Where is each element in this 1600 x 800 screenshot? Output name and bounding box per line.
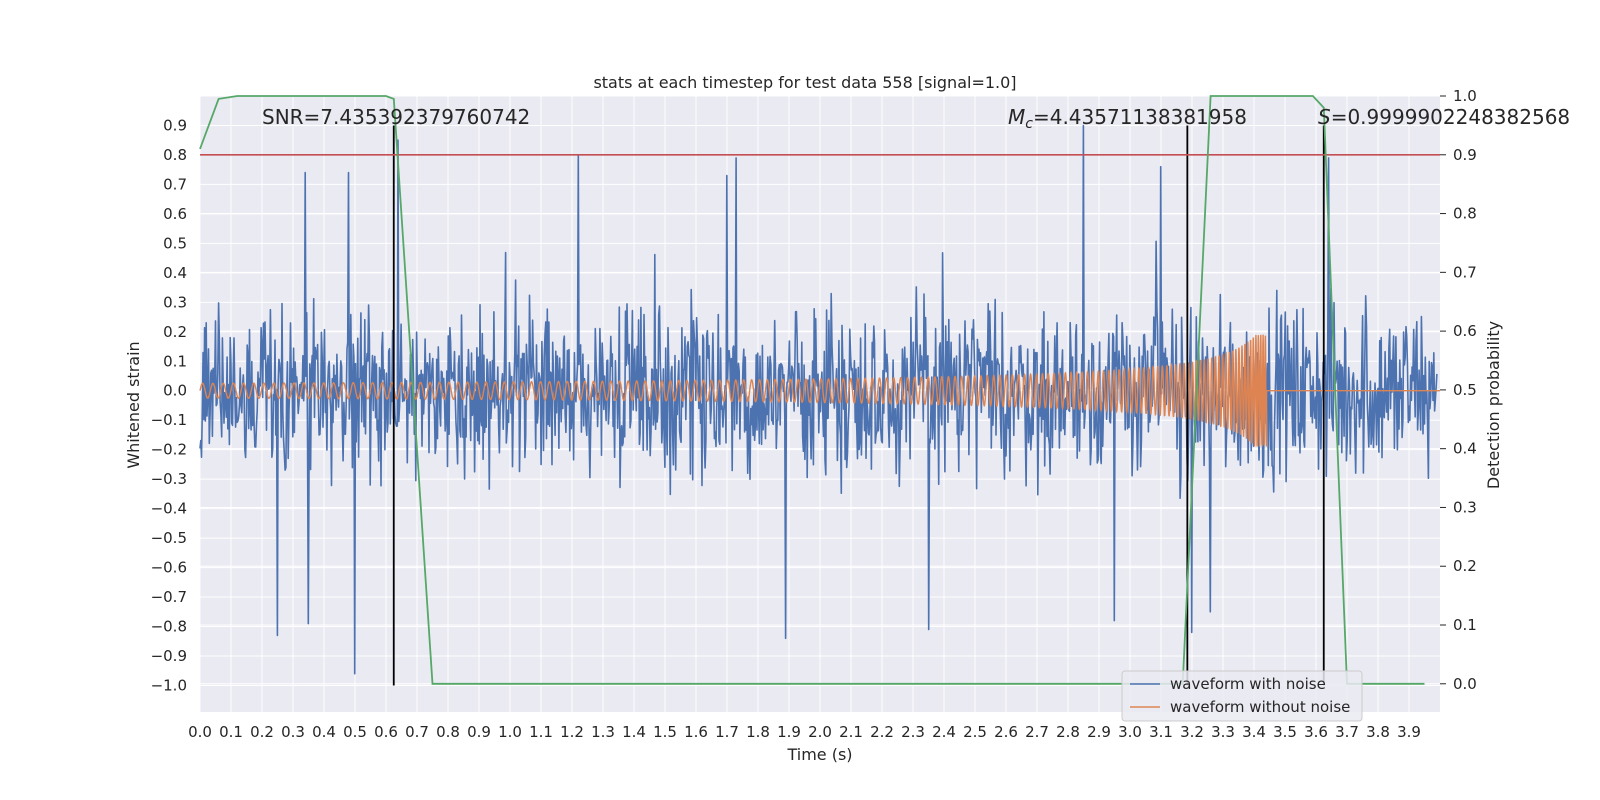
- x-tick-label: 2.6: [994, 723, 1018, 741]
- y-tick-label: −0.8: [151, 618, 187, 636]
- x-tick-label: 3.1: [1149, 723, 1173, 741]
- x-tick-label: 0.8: [436, 723, 460, 741]
- x-tick-label: 1.3: [591, 723, 615, 741]
- x-tick-label: 2.4: [932, 723, 956, 741]
- y-tick-label: −0.1: [151, 411, 187, 429]
- y-tick-label: −0.5: [151, 529, 187, 547]
- x-tick-label: 1.4: [622, 723, 646, 741]
- x-tick-label: 2.8: [1056, 723, 1080, 741]
- x-tick-label: 1.1: [529, 723, 553, 741]
- x-tick-label: 0.7: [405, 723, 429, 741]
- y2-axis-ticks: 1.0 0.9 0.8 0.7 0.6 0.5 0.4 0.3 0.2 0.1 0.0: [1440, 87, 1477, 693]
- x-tick-label: 0.2: [250, 723, 274, 741]
- y-tick-label: −0.7: [151, 588, 187, 606]
- y2-axis-label: Detection probability: [1484, 321, 1503, 489]
- x-tick-label: 0.5: [343, 723, 367, 741]
- x-tick-label: 2.9: [1087, 723, 1111, 741]
- x-tick-label: 0.9: [467, 723, 491, 741]
- y2-tick-label: 1.0: [1453, 87, 1477, 105]
- probability-line: [199, 95, 1425, 685]
- score-annotation: S=0.9999902248382568: [1318, 105, 1570, 129]
- x-tick-label: 0.1: [219, 723, 243, 741]
- x-tick-label: 0.3: [281, 723, 305, 741]
- chirp-mass-value: =4.43571138381958: [1033, 105, 1247, 129]
- y2-tick-label: 0.1: [1453, 616, 1477, 634]
- x-tick-label: 2.2: [870, 723, 894, 741]
- x-tick-label: 2.3: [901, 723, 925, 741]
- y-tick-label: 0.1: [163, 352, 187, 370]
- x-tick-label: 3.5: [1273, 723, 1297, 741]
- y-tick-label: −0.6: [151, 559, 187, 577]
- y-tick-label: 0.8: [163, 146, 187, 164]
- legend-box: [1121, 670, 1363, 722]
- y-axis-ticks: 0.9 0.8 0.7 0.6 0.5 0.4 0.3 0.2 0.1 0.0 −0.1 −0.2 −0…: [151, 116, 187, 694]
- x-tick-label: 1.9: [777, 723, 801, 741]
- y-tick-label: −0.2: [151, 441, 187, 459]
- y-tick-label: −0.3: [151, 470, 187, 488]
- y2-tick-label: 0.5: [1453, 381, 1477, 399]
- legend-label-noise: waveform with noise: [1170, 675, 1326, 693]
- chirp-mass-symbol: M: [1008, 105, 1025, 129]
- x-tick-label: 3.8: [1366, 723, 1390, 741]
- series-waveform-with-noise: [199, 124, 1438, 675]
- x-tick-label: 2.5: [963, 723, 987, 741]
- x-tick-label: 1.5: [653, 723, 677, 741]
- y-tick-label: 0.2: [163, 323, 187, 341]
- x-axis-ticks: 0.0 0.1 0.2 0.3 0.4 0.5 0.6 0.7 0.8 0.9 1.0 1.1 1.2 1…: [188, 723, 1421, 741]
- clean-waveform-line: [199, 334, 1440, 447]
- y2-tick-label: 0.4: [1453, 440, 1477, 458]
- x-tick-label: 2.0: [808, 723, 832, 741]
- x-tick-label: 1.6: [684, 723, 708, 741]
- x-tick-label: 1.2: [560, 723, 584, 741]
- y-axis-label: Whitened strain: [124, 341, 143, 468]
- y-tick-label: 0.6: [163, 205, 187, 223]
- x-tick-label: 1.8: [746, 723, 770, 741]
- x-tick-label: 3.0: [1118, 723, 1142, 741]
- y-tick-label: 0.9: [163, 116, 187, 134]
- y2-tick-label: 0.0: [1453, 675, 1477, 693]
- x-tick-label: 1.0: [498, 723, 522, 741]
- series-detection-probability: [199, 95, 1425, 685]
- y-tick-label: 0.4: [163, 264, 187, 282]
- legend: waveform with noise waveform without noi…: [1121, 670, 1363, 722]
- score-value: =0.9999902248382568: [1331, 105, 1570, 129]
- x-tick-label: 0.4: [312, 723, 336, 741]
- y-tick-label: 0.3: [163, 293, 187, 311]
- chirp-mass-annotation: Mc=4.43571138381958: [1008, 105, 1247, 132]
- y2-tick-label: 0.6: [1453, 322, 1477, 340]
- y-tick-label: 0.0: [163, 382, 187, 400]
- x-tick-label: 3.3: [1211, 723, 1235, 741]
- y2-tick-label: 0.7: [1453, 263, 1477, 281]
- x-tick-label: 0.0: [188, 723, 212, 741]
- y-tick-label: −0.9: [151, 647, 187, 665]
- x-tick-label: 3.2: [1180, 723, 1204, 741]
- x-tick-label: 0.6: [374, 723, 398, 741]
- y2-tick-label: 0.9: [1453, 146, 1477, 164]
- x-tick-label: 3.7: [1335, 723, 1359, 741]
- y2-tick-label: 0.2: [1453, 557, 1477, 575]
- y-tick-label: 0.7: [163, 175, 187, 193]
- x-axis-label: Time (s): [786, 745, 852, 764]
- x-tick-label: 2.1: [839, 723, 863, 741]
- y-tick-label: 0.5: [163, 234, 187, 252]
- chirp-mass-subscript: c: [1025, 116, 1033, 132]
- series-waveform-without-noise: [199, 334, 1440, 447]
- y2-tick-label: 0.3: [1453, 498, 1477, 516]
- chart-title: stats at each timestep for test data 558…: [593, 73, 1016, 92]
- snr-annotation: SNR=7.435392379760742: [262, 105, 530, 129]
- y2-tick-label: 0.8: [1453, 205, 1477, 223]
- noise-waveform-line: [199, 124, 1438, 675]
- x-tick-label: 2.7: [1025, 723, 1049, 741]
- x-tick-label: 3.6: [1304, 723, 1328, 741]
- x-tick-label: 1.7: [715, 723, 739, 741]
- y-tick-label: −1.0: [151, 676, 187, 694]
- score-symbol: S: [1318, 105, 1331, 129]
- x-tick-label: 3.9: [1397, 723, 1421, 741]
- x-tick-label: 3.4: [1242, 723, 1266, 741]
- y-tick-label: −0.4: [151, 500, 187, 518]
- legend-label-clean: waveform without noise: [1170, 698, 1350, 716]
